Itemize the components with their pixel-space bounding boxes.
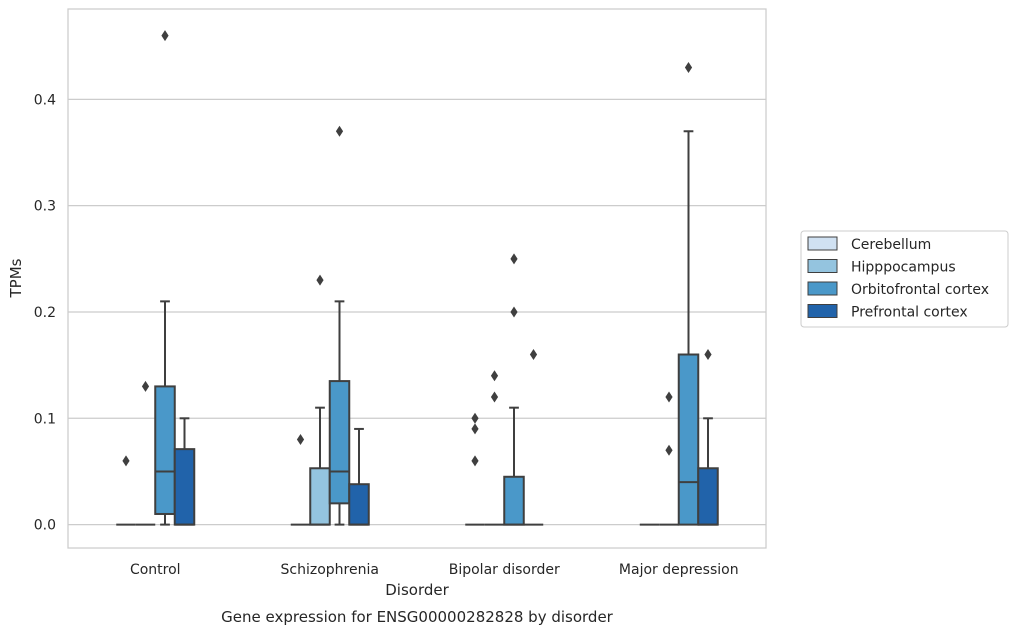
- box-body: [503, 475, 525, 526]
- x-tick-label: Major depression: [619, 562, 739, 578]
- box-3-3: [697, 349, 719, 526]
- y-tick-label: 0.4: [34, 92, 56, 108]
- box-3-1: [348, 427, 370, 526]
- box-2-1: [328, 125, 351, 526]
- legend-label: Cerebellum: [851, 237, 931, 253]
- box-2-2: [503, 253, 525, 526]
- outlier-point: [665, 444, 673, 456]
- outlier-point: [296, 434, 305, 446]
- outlier-point: [490, 391, 499, 403]
- outlier-point: [335, 125, 344, 137]
- outlier-point: [665, 391, 673, 403]
- x-tick-label: Bipolar disorder: [449, 562, 560, 578]
- legend-swatch: [807, 281, 838, 296]
- outlier-point: [529, 349, 538, 361]
- box-0-2: [465, 412, 485, 526]
- legend-label: Orbitofrontal cortex: [851, 282, 989, 298]
- box-2-0: [154, 30, 176, 526]
- outlier-point: [316, 274, 324, 286]
- box-body: [677, 353, 700, 526]
- box-0-0: [116, 455, 136, 526]
- outlier-point: [471, 412, 479, 424]
- chart-caption: Gene expression for ENSG00000282828 by d…: [221, 608, 614, 626]
- legend-swatch: [807, 236, 838, 251]
- outlier-point: [471, 423, 479, 435]
- outlier-point: [490, 370, 499, 382]
- box-3-2: [523, 349, 544, 526]
- boxes: [116, 30, 719, 526]
- x-axis-ticks: Control Schizophrenia Bipolar disorder Majo…: [130, 562, 739, 578]
- legend-frame: [800, 230, 1009, 328]
- box-2-3: [677, 61, 700, 526]
- x-tick-label: Schizophrenia: [281, 562, 379, 578]
- legend-label: Hipppocampus: [851, 260, 956, 276]
- y-tick-label: 0.2: [34, 305, 56, 321]
- outlier-point: [510, 253, 518, 265]
- outlier-point: [161, 30, 169, 42]
- legend: Cerebellum Hipppocampus Orbitofrontal cort…: [800, 230, 1009, 328]
- plot-area-frame: [67, 8, 767, 549]
- box-body: [348, 483, 370, 526]
- box-0-1: [290, 434, 311, 526]
- outlier-point: [122, 455, 130, 467]
- box-body: [154, 385, 176, 515]
- y-tick-label: 0.1: [34, 411, 56, 427]
- y-tick-label: 0.3: [34, 199, 56, 215]
- box-body: [697, 467, 719, 526]
- outlier-point: [141, 380, 150, 392]
- x-axis-title: Disorder: [385, 581, 449, 599]
- y-axis-ticks: 0.0 0.1 0.2 0.3 0.4: [34, 92, 56, 533]
- box-1-3: [659, 391, 679, 526]
- outlier-point: [704, 349, 712, 361]
- x-tick-label: Control: [130, 562, 181, 578]
- box-1-0: [135, 380, 156, 526]
- box-1-2: [484, 370, 505, 526]
- y-tick-label: 0.0: [34, 518, 56, 534]
- outlier-point: [684, 61, 693, 73]
- outlier-point: [471, 455, 479, 467]
- box-body: [173, 448, 196, 526]
- legend-label: Prefrontal cortex: [851, 305, 968, 321]
- legend-swatch: [807, 304, 838, 318]
- outlier-point: [510, 306, 518, 318]
- box-body: [328, 380, 351, 505]
- y-axis-title: TPMs: [7, 258, 25, 298]
- box-3-0: [173, 417, 196, 526]
- legend-swatch: [807, 259, 838, 273]
- box-body: [309, 467, 331, 526]
